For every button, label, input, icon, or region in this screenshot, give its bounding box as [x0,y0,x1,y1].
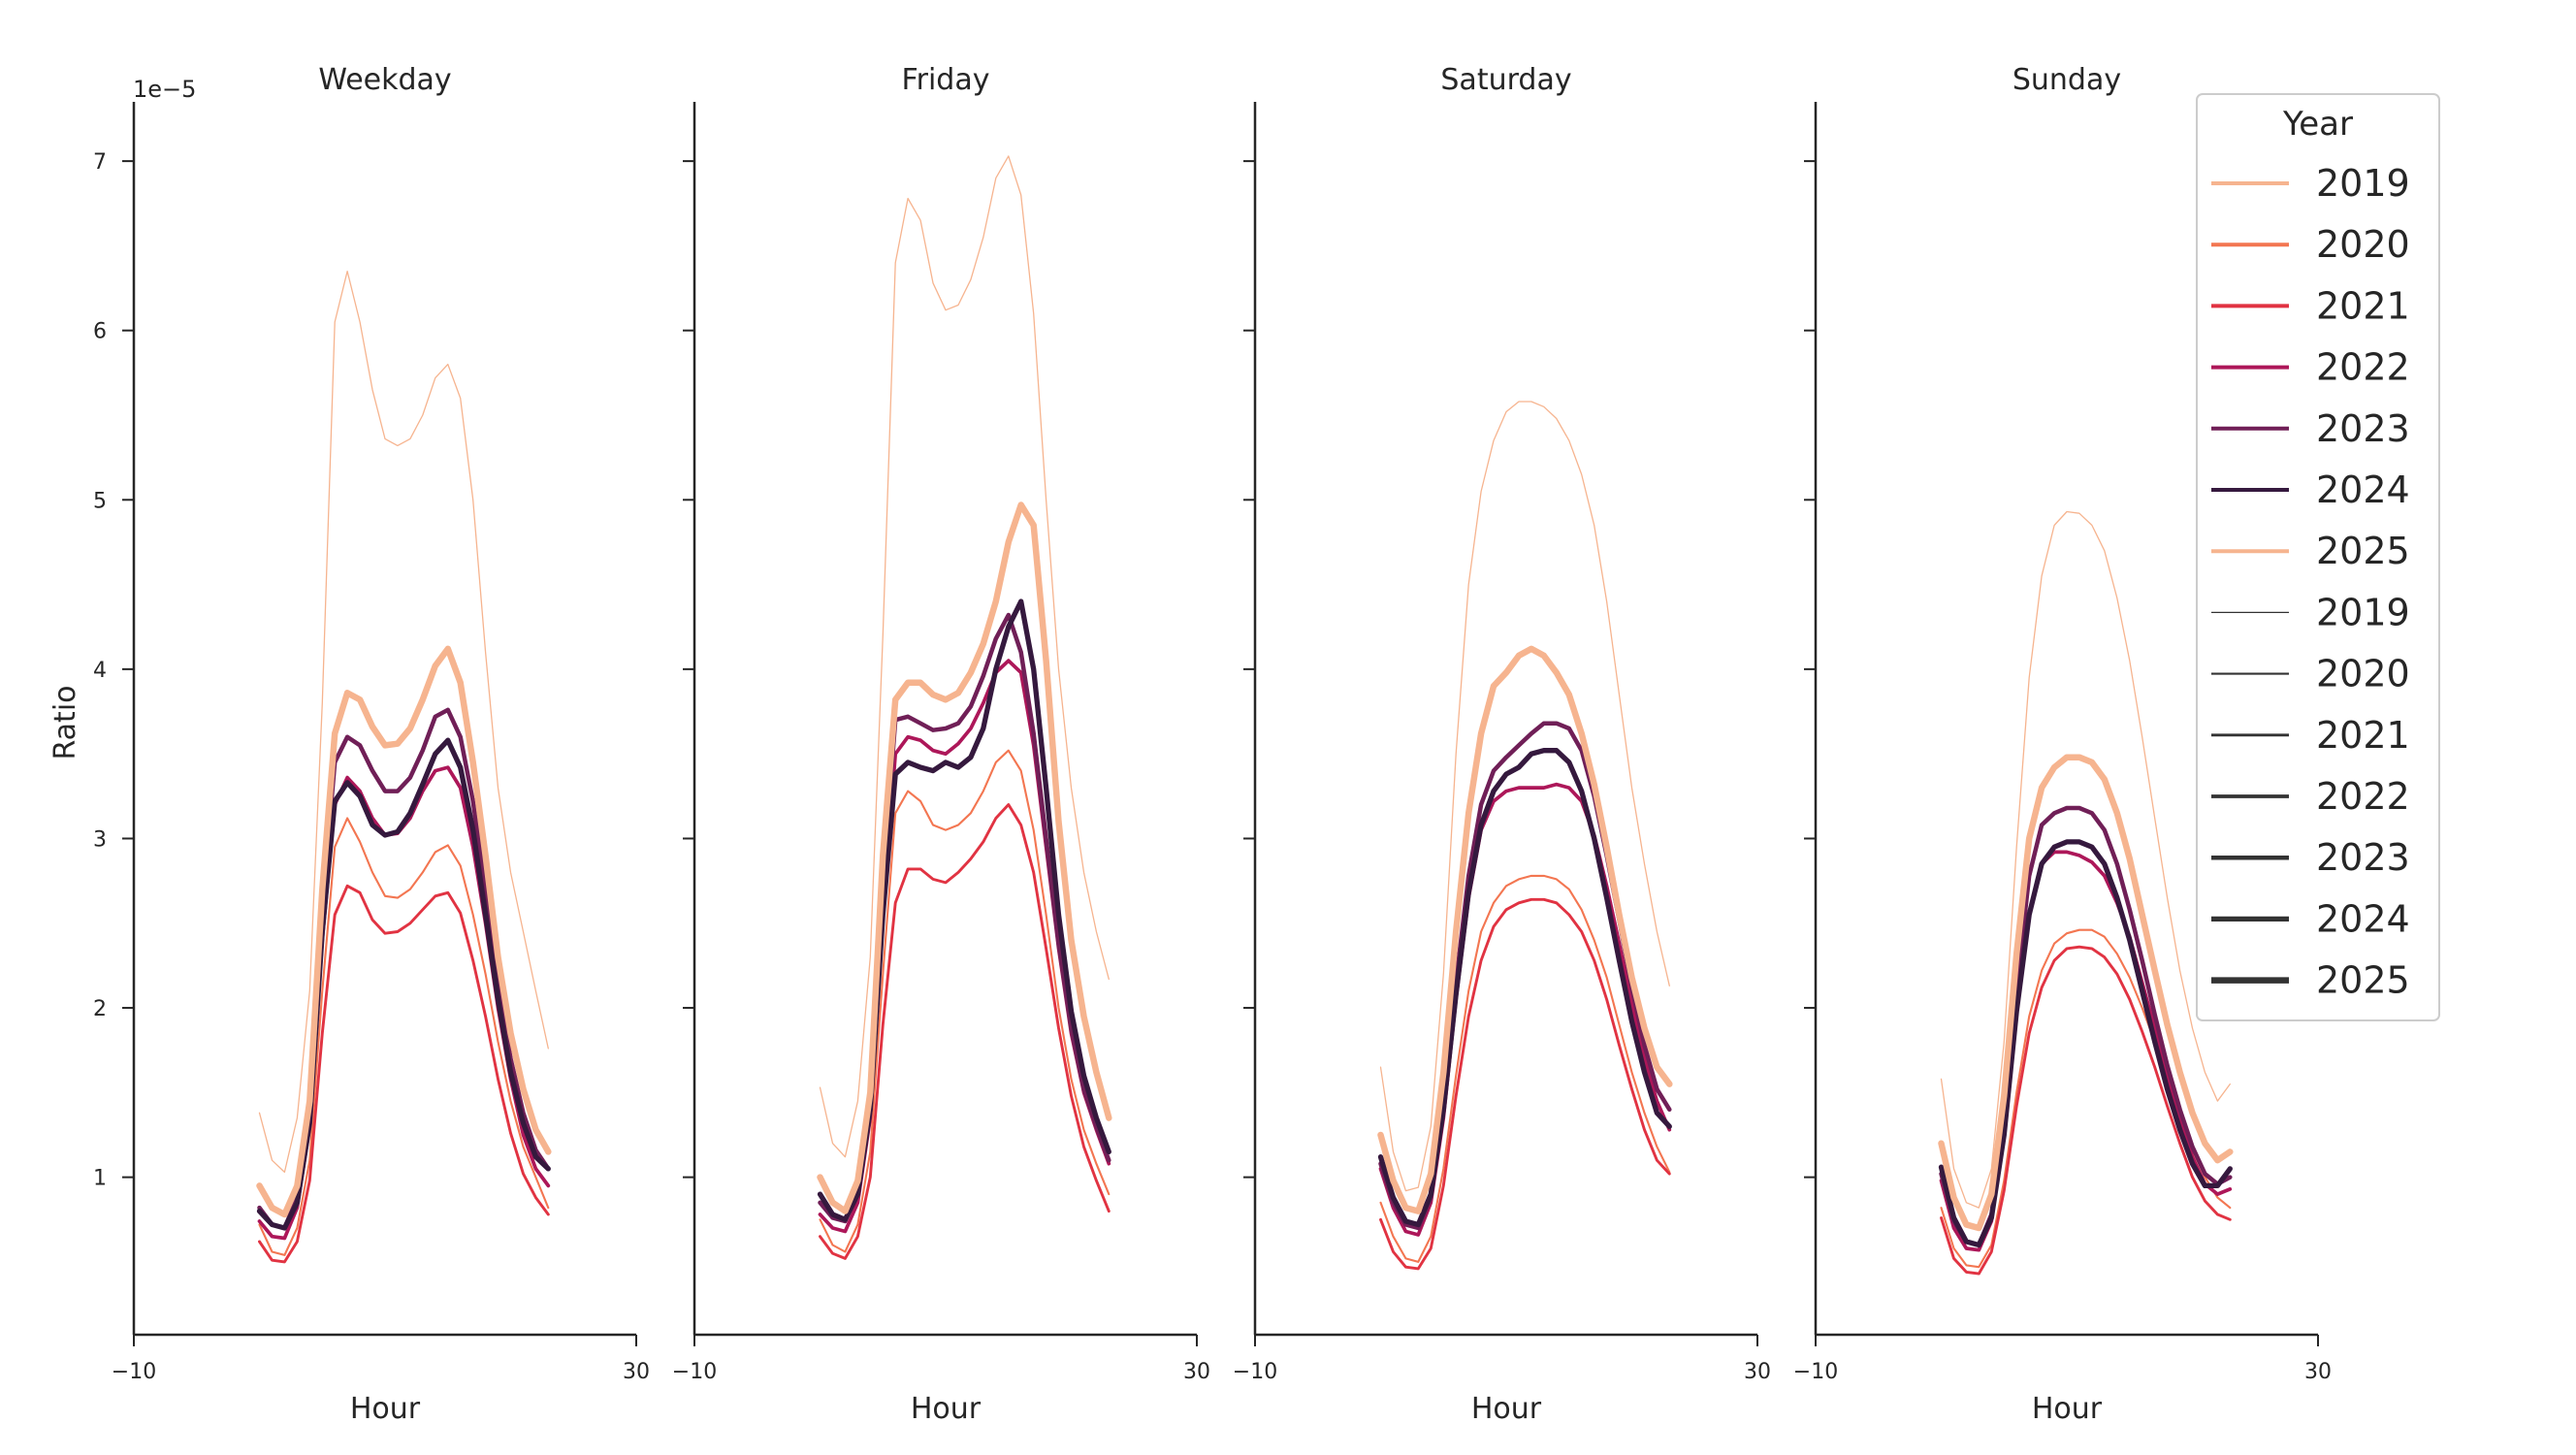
legend-label: 2025 [2316,959,2410,1002]
x-tick-label: 30 [1183,1360,1210,1384]
legend-label: 2022 [2316,775,2410,818]
panel-friday: Friday −10 30 Hour [672,63,1210,1426]
y-tick-label: 7 [93,150,107,175]
legend-label: 2024 [2316,897,2410,940]
series-line-2025 [1938,754,2234,1232]
panel-saturday: Saturday −10 30 Hour [1233,63,1771,1426]
legend-label: 2021 [2316,284,2410,327]
series-line-2021 [258,884,550,1264]
y-tick-label: 4 [93,659,107,683]
x-tick-label: −10 [1793,1360,1838,1384]
x-tick-label: 30 [1744,1360,1771,1384]
legend-entry: 2024 [2211,469,2410,511]
series-line-2022 [1378,782,1672,1237]
panel-title: Weekday [318,63,451,97]
y-tick-label: 1 [93,1167,107,1191]
legend-label: 2019 [2316,591,2410,633]
series-line-2024 [1938,839,2233,1248]
legend-entry: 2019 [2211,591,2410,633]
series-line-2024 [1377,748,1672,1228]
panel-sunday: Sunday −10 30 Hour [1793,63,2332,1426]
x-axis-title: Hour [350,1392,421,1426]
x-tick-label: 30 [623,1360,650,1384]
panel-title: Friday [902,63,990,97]
series-line-2019 [819,155,1110,1158]
series-line-2020 [258,817,550,1256]
legend-entry: 2024 [2211,897,2410,940]
series-line-2019 [1940,510,2231,1209]
legend-entry: 2022 [2211,775,2410,818]
series-line-2025 [256,645,552,1218]
legend-entry: 2021 [2211,714,2410,757]
panel-weekday: Weekday 1 2 3 4 5 6 7 −10 30 Hour [93,63,650,1426]
legend-label: 2020 [2316,653,2410,695]
series-line-2021 [819,803,1111,1260]
series-line-2021 [1940,945,2232,1276]
y-axis-title: Ratio [48,685,82,760]
x-tick-label: −10 [672,1360,717,1384]
legend-entry: 2023 [2211,407,2410,450]
y-tick-label: 2 [93,997,107,1021]
legend-label: 2019 [2316,162,2410,205]
legend-entry: 2023 [2211,836,2410,879]
legend-entry: 2020 [2211,223,2410,266]
legend-entry: 2020 [2211,653,2410,695]
panel-title: Saturday [1440,63,1571,97]
legend-frame [2196,93,2440,1021]
legend-title: Year [2282,105,2353,144]
x-tick-label: 30 [2304,1360,2332,1384]
series-line-2019 [258,270,549,1174]
chart-legend: Year 2019 2020 2021 2022 2023 2024 2025 2019 2020… [2196,93,2440,1021]
legend-label: 2023 [2316,836,2410,879]
series-line-2020 [819,749,1111,1253]
series-line-2025 [817,501,1112,1214]
panel-title: Sunday [2012,63,2121,97]
series-line-2021 [1379,897,1671,1271]
legend-entry: 2025 [2211,959,2410,1002]
legend-label: 2023 [2316,407,2410,450]
x-axis-title: Hour [911,1392,982,1426]
series-line-2023 [1939,805,2233,1247]
y-axis-offset-label: 1e−5 [133,76,196,103]
y-tick-label: 5 [93,489,107,513]
series-line-2025 [1377,645,1673,1214]
legend-label: 2020 [2316,223,2410,266]
legend-entry: 2022 [2211,346,2410,389]
legend-label: 2024 [2316,469,2410,511]
legend-label: 2022 [2316,346,2410,389]
x-tick-label: −10 [1233,1360,1277,1384]
legend-entry: 2019 [2211,162,2410,205]
series-line-2020 [1379,874,1671,1263]
y-tick-label: 3 [93,827,107,852]
series-line-2019 [1379,401,1670,1192]
x-axis-title: Hour [1471,1392,1542,1426]
legend-entry: 2025 [2211,530,2410,572]
legend-entry: 2021 [2211,284,2410,327]
legend-label: 2021 [2316,714,2410,757]
x-axis-title: Hour [2032,1392,2103,1426]
x-tick-label: −10 [112,1360,156,1384]
legend-label: 2025 [2316,530,2410,572]
y-tick-label: 6 [93,320,107,344]
